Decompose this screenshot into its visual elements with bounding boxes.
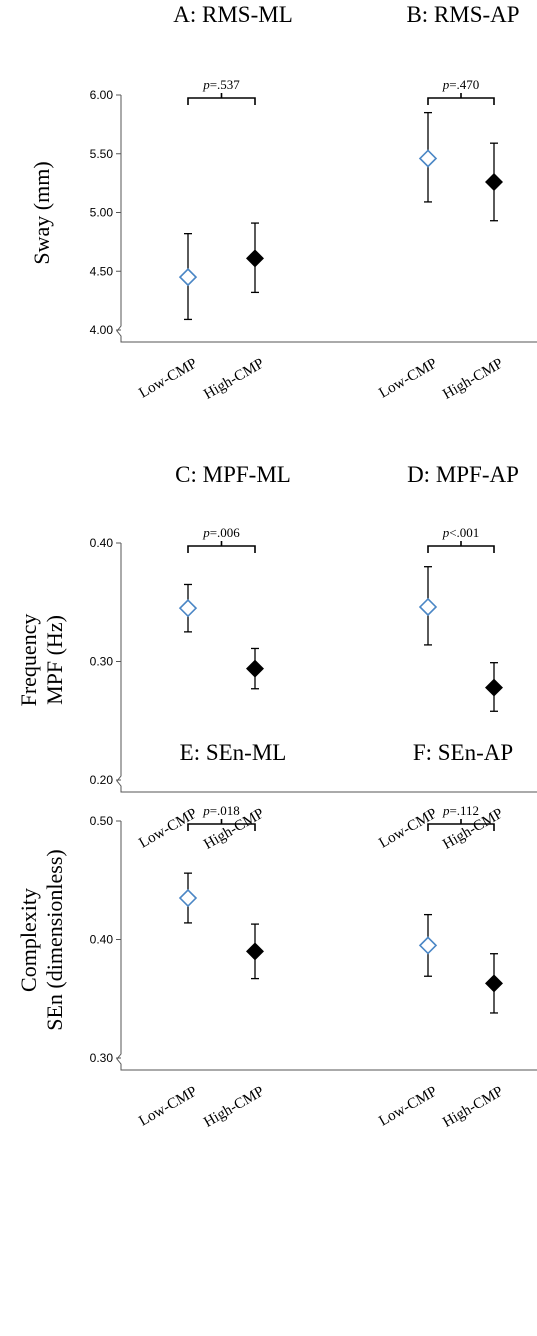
y-tick-label: 6.00 (90, 88, 114, 102)
p-value-label: p=.112 (442, 803, 479, 818)
low-cmp-mean-marker (178, 267, 198, 287)
high-cmp-mean-marker (246, 249, 264, 268)
category-label: High-CMP (440, 1084, 506, 1131)
category-label: Low-CMP (376, 356, 440, 402)
p-value-label: p=.537 (202, 77, 240, 92)
category-label: High-CMP (201, 1084, 267, 1131)
axis-lines (116, 95, 537, 343)
y-axis-label: Complexity (16, 888, 41, 992)
p-value: =.006 (210, 525, 241, 540)
low-cmp-mean-marker (418, 149, 438, 168)
category-label: Low-CMP (136, 806, 200, 852)
panel-title: E: SEn-ML (180, 740, 287, 765)
y-tick-label: 4.50 (90, 264, 114, 278)
low-cmp-mean-marker (178, 599, 198, 618)
axis-lines (116, 821, 537, 1071)
high-cmp-mean-marker (485, 172, 503, 191)
p-value-label: p=.018 (202, 803, 240, 818)
panel-title: B: RMS-AP (406, 2, 519, 27)
p-symbol: p (202, 803, 210, 818)
p-value: =.470 (449, 77, 479, 92)
p-value: =.018 (210, 803, 240, 818)
panel-title: C: MPF-ML (175, 462, 291, 487)
high-cmp-mean-marker (246, 659, 264, 678)
y-tick-label: 0.30 (90, 1051, 114, 1065)
p-value-label: p<.001 (442, 525, 480, 540)
p-symbol: p (202, 525, 210, 540)
y-axis-label: Frequency (16, 614, 41, 707)
p-value: =.112 (449, 803, 479, 818)
significance-bracket (187, 541, 256, 553)
p-symbol: p (442, 77, 450, 92)
y-tick-label: 0.30 (90, 655, 114, 669)
y-axis-label: SEn (dimensionless) (42, 849, 67, 1031)
p-value: <.001 (449, 525, 479, 540)
high-cmp-mean-marker (485, 974, 503, 993)
p-value-label: p=.470 (442, 77, 480, 92)
y-tick-label: 0.40 (90, 536, 114, 550)
high-cmp-mean-marker (485, 678, 503, 697)
y-axis-label: Sway (mm) (29, 161, 54, 264)
category-label: Low-CMP (376, 1084, 440, 1130)
panel-title: D: MPF-AP (407, 462, 519, 487)
y-tick-label: 5.00 (90, 206, 114, 220)
p-symbol: p (202, 77, 210, 92)
significance-bracket (427, 541, 495, 553)
y-tick-label: 5.50 (90, 147, 114, 161)
chart-row-3: 0.30 0.40 0.50 Complexity SEn (dimensionless… (16, 740, 537, 1131)
category-label: Low-CMP (376, 806, 440, 852)
significance-bracket (187, 93, 256, 105)
y-axis-label: MPF (Hz) (42, 615, 67, 705)
panel-a: A: RMS-ML p=.537 Low-CMP High-CMP (136, 2, 292, 403)
low-cmp-mean-marker (178, 888, 198, 908)
p-value: =.537 (210, 77, 241, 92)
significance-bracket (427, 819, 495, 831)
low-cmp-mean-marker (418, 597, 438, 617)
category-label: Low-CMP (136, 1084, 200, 1130)
category-label: Low-CMP (136, 356, 200, 402)
panel-title: A: RMS-ML (173, 2, 293, 27)
significance-bracket (187, 819, 256, 831)
category-label: High-CMP (440, 356, 506, 403)
p-symbol: p (442, 525, 450, 540)
y-tick-label: 0.20 (90, 773, 114, 787)
category-label: High-CMP (201, 356, 267, 403)
y-tick-label: 0.40 (90, 933, 114, 947)
axis-lines (116, 543, 537, 793)
low-cmp-mean-marker (418, 936, 438, 955)
panel-title: F: SEn-AP (413, 740, 513, 765)
y-tick-label: 4.00 (90, 323, 114, 337)
p-symbol: p (442, 803, 450, 818)
p-value-label: p=.006 (202, 525, 240, 540)
y-tick-label: 0.50 (90, 814, 114, 828)
significance-bracket (427, 93, 495, 105)
high-cmp-mean-marker (246, 942, 264, 961)
panel-b: B: RMS-AP p=.470 Low-CMP High-CMP (376, 2, 519, 403)
